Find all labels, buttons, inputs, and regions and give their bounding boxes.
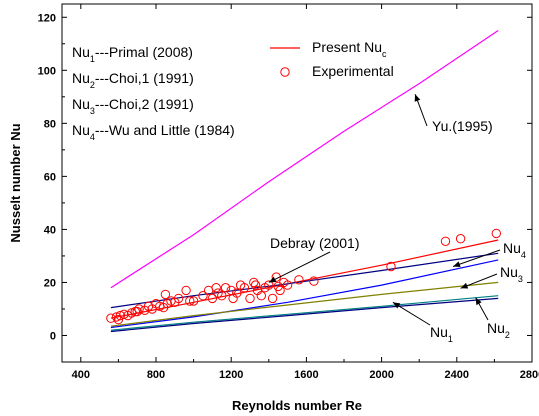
experimental-point: [132, 306, 142, 317]
annotation-arrow-nu4: [452, 249, 501, 268]
experimental-point: [160, 289, 171, 300]
legend-text-nu3: Nu3---Choi,2 (1991): [72, 96, 194, 116]
annotation-label-nu3: Nu3: [500, 264, 523, 284]
x-tick-label: 2400: [445, 369, 469, 381]
x-tick-label: 800: [147, 369, 165, 381]
legend-text-nu4: Nu4---Wu and Little (1984): [72, 122, 235, 142]
experimental-point: [188, 296, 199, 306]
annotation-arrowhead-debray: [268, 276, 277, 283]
legend-text-block: Nu1---Primal (2008) Nu2---Choi,1 (1991) Nu…: [72, 44, 235, 142]
annotation-label-yu: Yu.(1995): [432, 118, 493, 134]
legend-entry-label: Present Nuc: [312, 39, 387, 59]
legend-marker-symbol: [280, 67, 290, 77]
series-line-present: [110, 239, 499, 319]
experimental-point: [455, 234, 466, 244]
y-tick-label: 80: [44, 118, 56, 130]
experimental-point: [198, 291, 208, 301]
experimental-point: [309, 276, 319, 286]
legend-text-nu2: Nu2---Choi,1 (1991): [72, 70, 194, 90]
experimental-point: [250, 280, 261, 290]
experimental-point: [134, 304, 144, 314]
y-tick-label: 100: [38, 65, 56, 77]
y-tick-label: 60: [44, 171, 56, 183]
experimental-point: [386, 261, 396, 272]
experimental-point: [181, 285, 191, 296]
annotation-arrowhead-nu2: [475, 297, 482, 306]
experimental-point: [273, 281, 283, 292]
experimental-point: [207, 293, 218, 304]
experimental-point: [211, 283, 221, 293]
experimental-point: [249, 277, 259, 288]
y-axis-title: Nusselt number Nu: [8, 123, 23, 242]
annotations: Yu.(1995) Debray (2001) Nu4 Nu3 Nu1 Nu2: [268, 93, 526, 344]
x-tick-label: 1600: [294, 369, 318, 381]
series-line-nu3: [110, 281, 499, 327]
annotation-arrowhead-nu1: [392, 302, 401, 309]
annotation-label-nu4: Nu4: [503, 240, 526, 260]
x-axis-title: Reynolds number Re: [232, 398, 362, 413]
experimental-point: [440, 236, 451, 247]
experimental-point: [264, 280, 274, 290]
series-line-yu: [110, 30, 499, 289]
annotation-arrowhead-nu4: [453, 261, 461, 267]
series-line-nu1: [110, 297, 499, 333]
plot-frame: [61, 3, 533, 363]
experimental-point: [256, 291, 266, 301]
experimental-point: [267, 293, 278, 304]
experimental-point: [228, 293, 238, 304]
experimental-point: [126, 308, 137, 318]
annotation-label-nu1: Nu1: [430, 324, 453, 344]
experimental-point: [113, 314, 124, 325]
experimental-point: [294, 275, 304, 285]
experimental-point: [245, 293, 255, 304]
experimental-markers: [106, 228, 501, 325]
series-line-nu4: [110, 259, 499, 329]
experimental-point: [119, 309, 129, 319]
experimental-point: [173, 293, 184, 304]
experimental-point: [282, 280, 293, 290]
y-tick-label: 20: [44, 277, 56, 289]
experimental-point: [491, 228, 501, 239]
x-tick-label: 1200: [219, 369, 243, 381]
legend: Present Nuc Experimental: [270, 39, 394, 79]
experimental-point: [239, 283, 250, 293]
y-tick-label: 120: [38, 12, 56, 24]
experimental-point: [217, 291, 227, 301]
series-line-nu2: [110, 295, 499, 331]
x-tick-label: 400: [72, 369, 90, 381]
legend-entry-label: Experimental: [312, 63, 394, 79]
annotation-arrowhead-nu3: [460, 282, 469, 289]
experimental-point: [106, 313, 116, 323]
y-tick-label: 0: [50, 330, 56, 342]
experimental-point: [185, 296, 195, 306]
annotation-label-debray: Debray (2001): [270, 235, 360, 251]
legend-text-nu1: Nu1---Primal (2008): [72, 44, 193, 64]
annotation-arrow-debray: [268, 251, 331, 283]
annotation-arrow-nu1: [392, 301, 431, 326]
experimental-point: [220, 283, 231, 293]
y-tick-label: 40: [44, 224, 56, 236]
annotation-arrowhead-yu: [414, 94, 421, 102]
x-tick-label: 2000: [369, 369, 393, 381]
annotation-label-nu2: Nu2: [487, 320, 510, 340]
